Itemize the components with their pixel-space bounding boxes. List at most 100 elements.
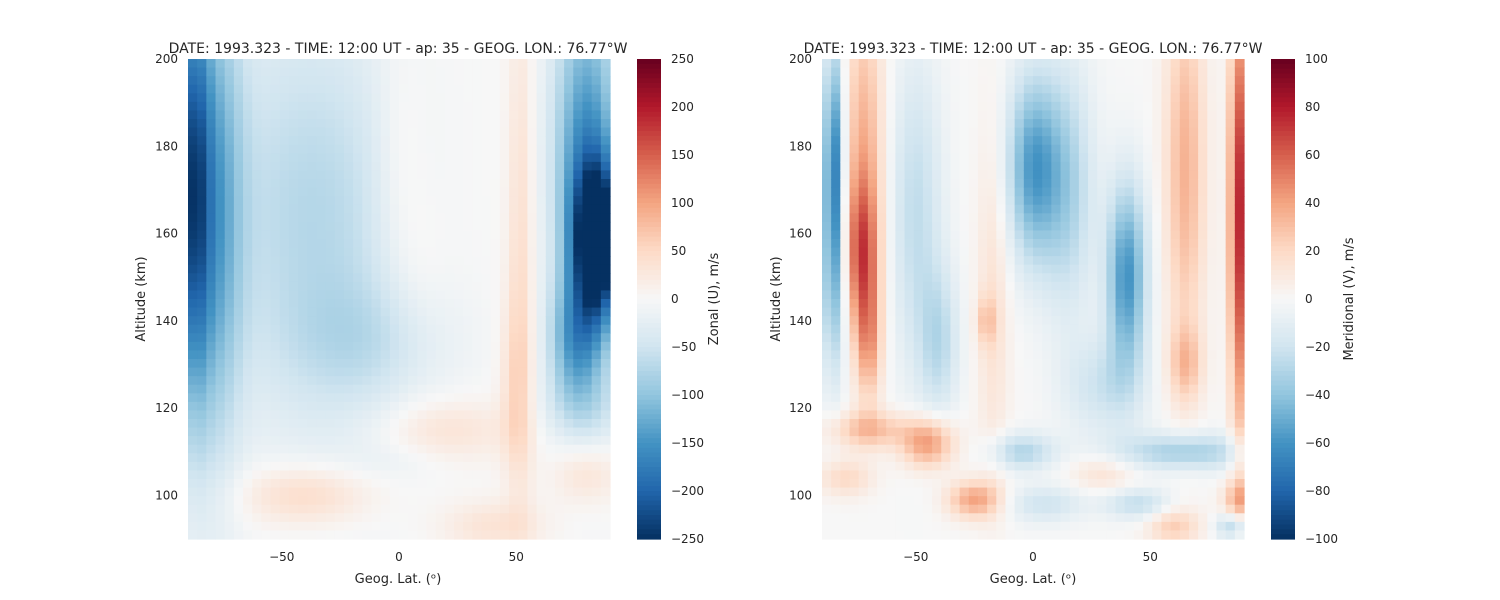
heatmap-cell — [895, 461, 906, 472]
heatmap-cell — [932, 196, 942, 206]
heatmap-cell — [334, 384, 345, 394]
heatmap-cell — [353, 93, 363, 103]
heatmap-cell — [867, 359, 878, 369]
heatmap-cell — [922, 444, 933, 454]
heatmap-cell — [499, 213, 510, 223]
heatmap-cell — [1051, 84, 1062, 94]
heatmap-cell — [922, 136, 933, 146]
heatmap-cell — [1069, 110, 1080, 120]
heatmap-cell — [959, 401, 970, 412]
heatmap-cell — [1179, 419, 1190, 429]
heatmap-cell — [325, 393, 336, 403]
heatmap-cell — [197, 401, 207, 412]
heatmap-cell — [243, 93, 253, 103]
heatmap-cell — [996, 359, 1007, 369]
heatmap-cell — [444, 453, 455, 463]
heatmap-cell — [325, 273, 336, 283]
heatmap-cell — [444, 213, 455, 223]
heatmap-cell — [977, 504, 988, 514]
heatmap-cell — [224, 110, 235, 120]
heatmap-cell — [472, 239, 483, 249]
heatmap-cell — [380, 273, 391, 283]
y-tick-label: 200 — [155, 52, 178, 66]
heatmap-cell — [417, 101, 428, 112]
heatmap-cell — [877, 264, 887, 274]
heatmap-cell — [1069, 401, 1080, 412]
heatmap-cell — [279, 513, 290, 523]
heatmap-cell — [545, 170, 556, 180]
heatmap-cell — [444, 316, 455, 326]
heatmap-cell — [243, 350, 253, 360]
heatmap-cell — [591, 513, 602, 523]
heatmap-cell — [1033, 401, 1043, 412]
heatmap-cell — [1078, 59, 1089, 69]
heatmap-cell — [1179, 119, 1190, 129]
heatmap-cell — [600, 290, 611, 300]
heatmap-cell — [1097, 179, 1107, 189]
heatmap-cell — [1088, 153, 1098, 163]
heatmap-cell — [1060, 213, 1071, 223]
heatmap-cell — [270, 239, 281, 249]
heatmap-cell — [206, 110, 217, 120]
heatmap-cell — [959, 521, 970, 532]
heatmap-cell — [1097, 487, 1107, 497]
colorbar-segment — [637, 222, 661, 228]
heatmap-cell — [206, 384, 217, 394]
heatmap-cell — [518, 256, 529, 266]
heatmap-cell — [1188, 93, 1199, 103]
heatmap-cell — [1106, 487, 1117, 497]
colorbar-segment — [637, 519, 661, 526]
heatmap-cell — [1152, 170, 1163, 180]
heatmap-cell — [362, 487, 373, 497]
heatmap-cell — [554, 84, 565, 94]
heatmap-cell — [399, 324, 409, 334]
heatmap-cell — [527, 384, 538, 394]
heatmap-cell — [858, 213, 869, 223]
heatmap-cell — [288, 290, 299, 300]
heatmap-cell — [877, 153, 887, 163]
heatmap-cell — [463, 299, 473, 309]
colorbar-segment — [637, 399, 661, 406]
heatmap-cell — [977, 307, 988, 317]
heatmap-cell — [968, 333, 979, 343]
heatmap-cell — [996, 221, 1007, 232]
heatmap-cell — [877, 496, 887, 506]
heatmap-cell — [454, 307, 464, 317]
heatmap-cell — [499, 239, 510, 249]
heatmap-cell — [877, 419, 887, 429]
heatmap-cell — [389, 393, 400, 403]
heatmap-cell — [1133, 84, 1144, 94]
heatmap-cell — [362, 84, 373, 94]
heatmap-cell — [1161, 230, 1172, 240]
heatmap-cell — [481, 479, 492, 489]
heatmap-cell — [1060, 427, 1071, 437]
heatmap-cell — [298, 153, 308, 163]
heatmap-cell — [1133, 393, 1144, 403]
heatmap-cell — [490, 384, 501, 394]
heatmap-cell — [867, 333, 878, 343]
heatmap-cell — [941, 341, 952, 352]
heatmap-cell — [1005, 316, 1016, 326]
heatmap-cell — [1033, 487, 1043, 497]
heatmap-cell — [1161, 427, 1172, 437]
heatmap-cell — [1106, 350, 1117, 360]
colorbar-segment — [637, 395, 661, 401]
heatmap-cell — [481, 170, 492, 180]
heatmap-cell — [1033, 410, 1043, 420]
heatmap-cell — [932, 179, 942, 189]
heatmap-cell — [527, 444, 538, 454]
heatmap-cell — [527, 530, 538, 540]
heatmap-cell — [968, 110, 979, 120]
heatmap-cell — [1014, 281, 1025, 292]
heatmap-cell — [1124, 247, 1135, 257]
heatmap-cell — [904, 324, 915, 334]
heatmap-cell — [858, 273, 869, 283]
heatmap-cell — [472, 110, 483, 120]
heatmap-cell — [536, 136, 547, 146]
heatmap-cell — [334, 204, 345, 214]
heatmap-cell — [454, 119, 464, 129]
heatmap-cell — [950, 324, 961, 334]
heatmap-cell — [215, 316, 226, 326]
heatmap-cell — [996, 93, 1007, 103]
heatmap-cell — [1005, 307, 1016, 317]
